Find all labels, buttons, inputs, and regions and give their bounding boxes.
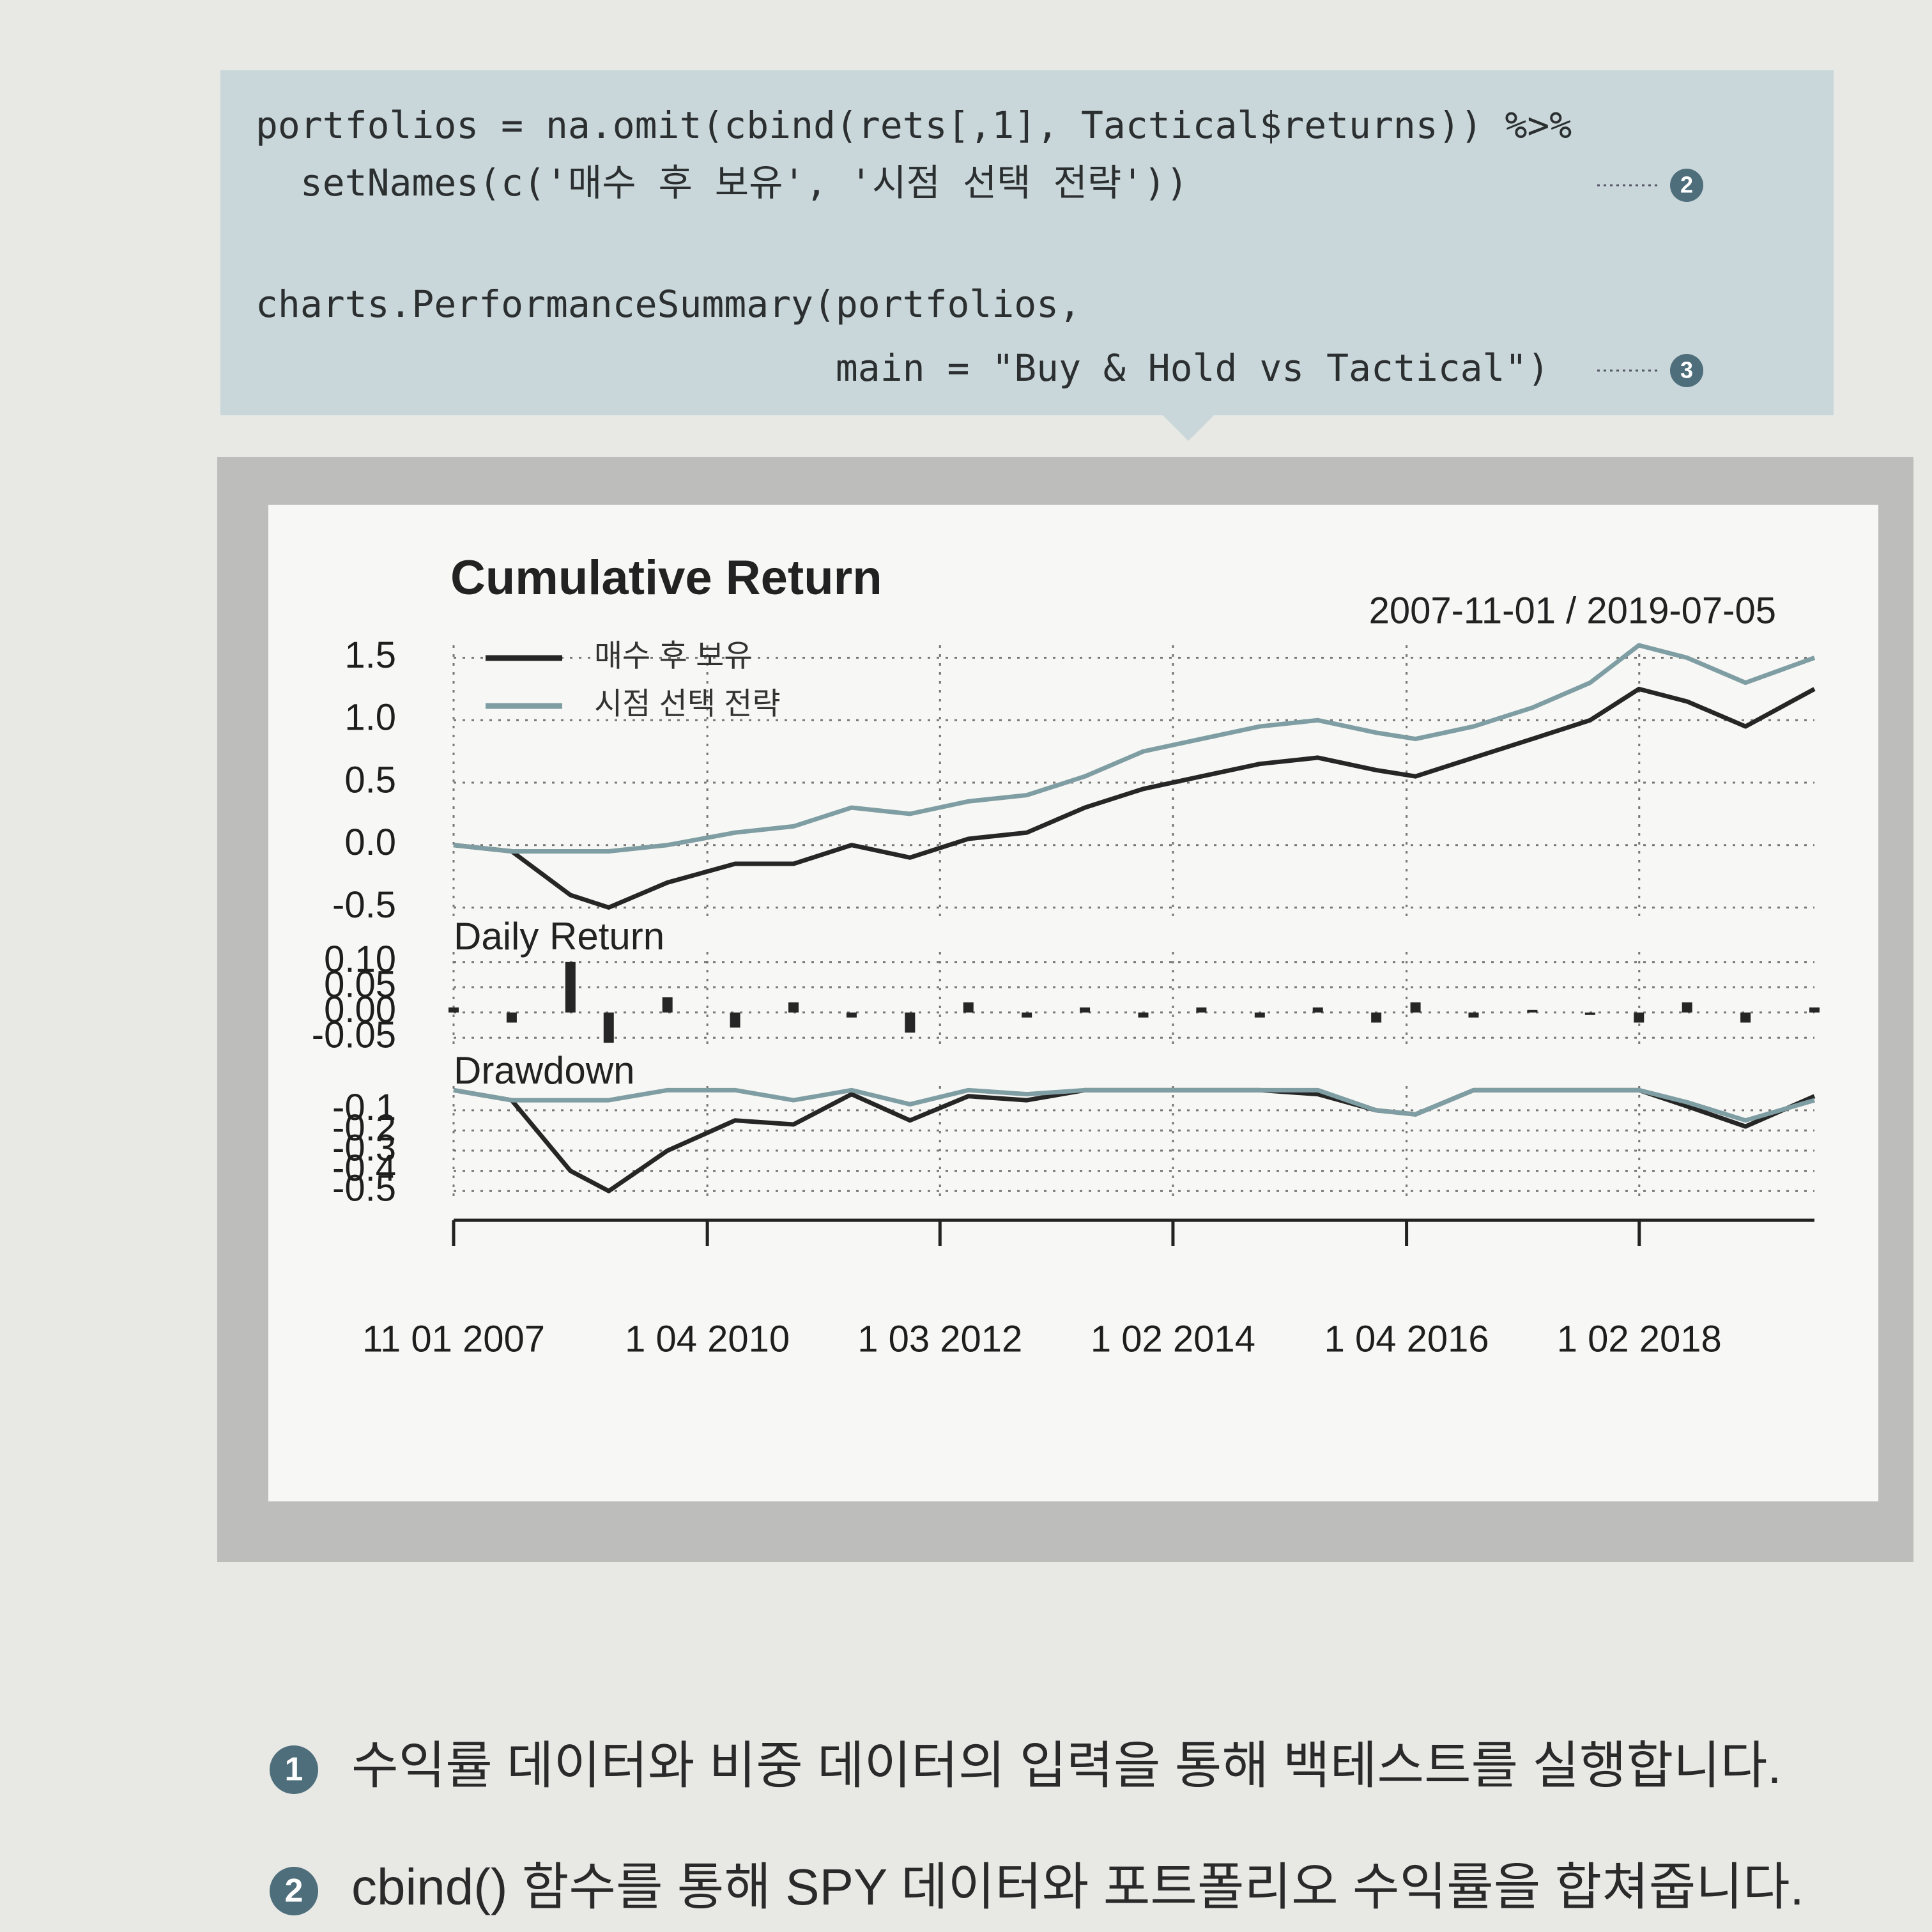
y-tick-label: 0.00 bbox=[324, 989, 396, 1031]
y-tick-label: -0.3 bbox=[332, 1127, 396, 1169]
callout-number: 3 bbox=[1680, 357, 1693, 383]
code-line: setNames(c('매수 후 보유', '시점 선택 전략')) bbox=[256, 161, 1188, 204]
bar bbox=[1740, 1012, 1751, 1023]
y-tick-label: 0.10 bbox=[324, 939, 396, 980]
code-line: charts.PerformanceSummary(portfolios, bbox=[256, 282, 1081, 326]
y-tick-label: -0.5 bbox=[332, 884, 396, 926]
bar bbox=[1022, 1012, 1032, 1018]
bar bbox=[1809, 1007, 1820, 1013]
figure-inner bbox=[268, 505, 1878, 1501]
callout-badge bbox=[1670, 354, 1703, 387]
y-tick-label: 0.5 bbox=[344, 759, 396, 801]
bar bbox=[603, 1012, 614, 1043]
bar bbox=[963, 1002, 974, 1013]
bar bbox=[1312, 1007, 1323, 1013]
y-tick-label: -0.5 bbox=[332, 1168, 396, 1209]
bar bbox=[1080, 1007, 1091, 1013]
y-tick-label: 1.5 bbox=[344, 634, 396, 676]
bar bbox=[846, 1012, 857, 1018]
y-tick-label: 0.0 bbox=[344, 822, 396, 863]
callout-number: 2 bbox=[1680, 172, 1693, 198]
series-line bbox=[453, 686, 1816, 910]
x-tick-label: 1 02 2014 bbox=[1091, 1318, 1255, 1360]
bar bbox=[506, 1012, 517, 1023]
note-badge bbox=[270, 1867, 318, 1915]
y-tick-label: -0.2 bbox=[332, 1107, 396, 1149]
x-tick-label: 1 04 2016 bbox=[1324, 1318, 1489, 1360]
bar bbox=[1138, 1012, 1149, 1018]
y-tick-label: -0.1 bbox=[332, 1087, 396, 1128]
note-number: 1 bbox=[285, 1751, 303, 1788]
series-line bbox=[453, 1087, 1815, 1123]
bar bbox=[788, 1002, 799, 1013]
chart-title: Cumulative Return bbox=[450, 551, 882, 605]
bar bbox=[1682, 1002, 1692, 1013]
y-tick-label: -0.4 bbox=[332, 1147, 396, 1189]
y-tick-label: 1.0 bbox=[344, 697, 396, 739]
bar bbox=[1410, 1002, 1421, 1013]
bar bbox=[1527, 1009, 1538, 1013]
legend-label: 매수 후 보유 bbox=[594, 640, 752, 673]
legend-label: 시점 선택 전략 bbox=[594, 687, 781, 721]
bar bbox=[1634, 1012, 1644, 1023]
panel-title: Drawdown bbox=[454, 1049, 634, 1092]
code-box bbox=[220, 70, 1834, 415]
chart-subtitle: 2007-11-01 / 2019-07-05 bbox=[1369, 590, 1776, 631]
panel-title: Daily Return bbox=[454, 915, 664, 958]
code-line: portfolios = na.omit(cbind(rets[,1], Tac… bbox=[256, 103, 1572, 147]
bar bbox=[565, 962, 576, 1013]
bar bbox=[730, 1012, 740, 1028]
note-text: 수익률 데이터와 비중 데이터의 입력을 통해 백테스트를 실행합니다. bbox=[351, 1737, 1782, 1794]
y-tick-label: 0.05 bbox=[324, 964, 396, 1006]
callout-badge bbox=[1670, 169, 1703, 202]
code-line: main = "Buy & Hold vs Tactical") bbox=[256, 346, 1549, 390]
x-tick-label: 1 02 2018 bbox=[1557, 1318, 1722, 1360]
note-badge bbox=[270, 1745, 318, 1794]
bar bbox=[662, 997, 673, 1013]
note-number: 2 bbox=[285, 1873, 303, 1910]
bar bbox=[1254, 1012, 1265, 1018]
y-tick-label: -0.05 bbox=[312, 1015, 396, 1056]
x-tick-label: 11 01 2007 bbox=[362, 1318, 545, 1360]
code-pointer bbox=[1163, 415, 1214, 441]
bar bbox=[1468, 1012, 1479, 1018]
bar bbox=[1371, 1012, 1382, 1023]
series-line bbox=[453, 643, 1816, 854]
x-tick-label: 1 03 2012 bbox=[857, 1318, 1022, 1360]
bar bbox=[905, 1012, 916, 1033]
bar bbox=[1584, 1012, 1595, 1015]
note-text: cbind() 함수를 통해 SPY 데이터와 포트폴리오 수익률을 합쳐줍니다… bbox=[351, 1859, 1804, 1915]
bar bbox=[1196, 1007, 1207, 1013]
x-tick-label: 1 04 2010 bbox=[625, 1318, 790, 1360]
bar bbox=[448, 1007, 459, 1013]
